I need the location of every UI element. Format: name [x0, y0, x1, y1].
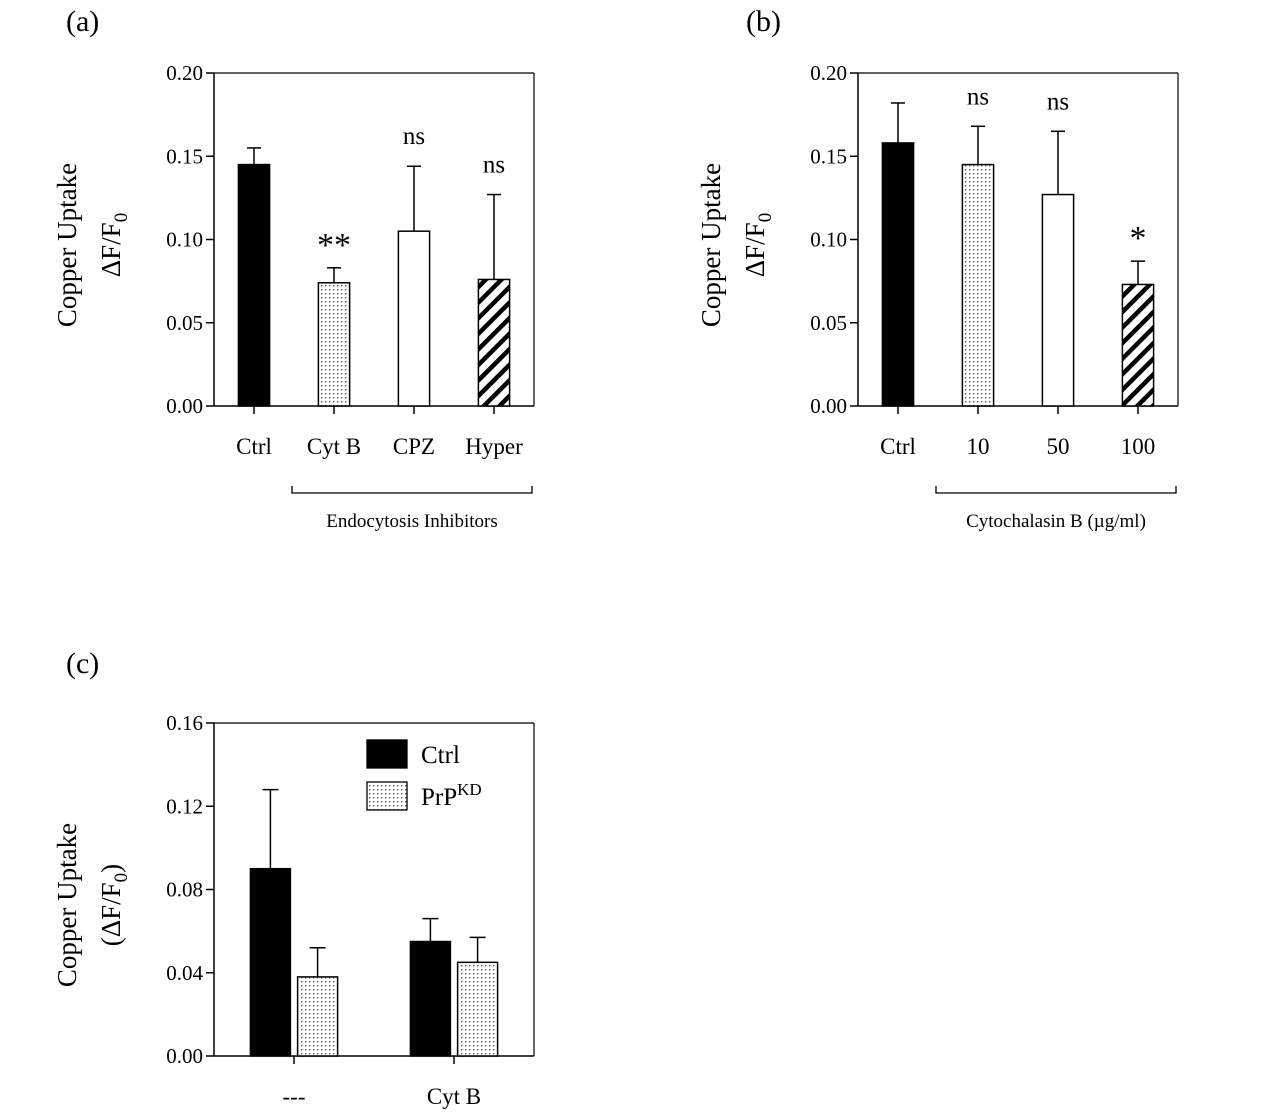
panel-b-ylabel: Copper Uptake ΔF/F0	[696, 163, 776, 327]
panel-a-significance-label: ns	[483, 152, 505, 179]
panel-c-bar	[296, 976, 339, 1057]
panel-a-category-label: Cyt B	[307, 434, 361, 459]
panel-a-y-tick-label: 0.00	[166, 394, 203, 418]
panel-a-category-label: Ctrl	[236, 434, 272, 459]
panel-c-y-tick-label: 0.12	[166, 794, 203, 818]
panel-b-y-tick-label: 0.15	[810, 144, 847, 168]
panel-a-bracket-label: Endocytosis Inhibitors	[326, 511, 498, 532]
panel-a-category-label: CPZ	[393, 434, 435, 459]
panel-b-significance-label: ns	[1047, 88, 1069, 115]
panel-c-legend-swatch	[366, 739, 408, 769]
panel-b-bracket	[935, 486, 1177, 494]
panel-c-y-tick-label: 0.04	[166, 961, 203, 985]
panel-a-ylabel: Copper Uptake ΔF/F0	[52, 163, 132, 327]
panel-a-y-tick-label: 0.20	[166, 61, 203, 85]
panel-b-category-label: 50	[1047, 434, 1070, 459]
panel-a-label: (a)	[66, 5, 99, 38]
panel-b-bar	[1041, 193, 1075, 407]
panel-c-category-label: Cyt B	[427, 1084, 481, 1109]
panel-b-bracket-label: Cytochalasin B (µg/ml)	[966, 511, 1146, 532]
panel-a-bracket	[291, 486, 533, 494]
panel-c-y-tick-label: 0.16	[166, 711, 203, 735]
panel-b-y-tick-label: 0.20	[810, 61, 847, 85]
panel-c-plot: 0.00 0.04 0.08 0.12 0.16 --- Cyt B Ctrl PrPKD	[166, 711, 535, 1109]
panel-b-category-label: 10	[967, 434, 990, 459]
panel-c-ylabel-line2: (ΔF/F0)	[96, 864, 132, 946]
panel-c-ylabel-line1: Copper Uptake	[52, 823, 82, 987]
panel-a-significance-label: **	[317, 227, 351, 264]
panel-b-category-label: 100	[1121, 434, 1156, 459]
panel-a-y-tick-label: 0.10	[166, 228, 203, 252]
panel-c-label: (c)	[66, 647, 99, 680]
panel-a-bar	[477, 278, 511, 407]
panel-c-ylabel: Copper Uptake (ΔF/F0)	[52, 823, 132, 987]
panel-a-y-tick-label: 0.05	[166, 311, 203, 335]
panel-a-bar	[237, 163, 271, 407]
panel-a-plot: 0.00 0.05 0.10 0.15 0.20 Ctrl Cyt B ** CPZ ns Hype…	[166, 61, 535, 532]
panel-b-plot: 0.00 0.05 0.10 0.15 0.20 Ctrl 10 ns 50 ns 100 * Cyto…	[810, 61, 1179, 532]
panel-b-category-label: Ctrl	[880, 434, 916, 459]
panel-a-bar	[397, 230, 431, 407]
panel-c-legend-label-sup: KD	[457, 780, 482, 799]
panel-c-legend-label: PrPKD	[421, 780, 482, 811]
panel-b-label: (b)	[746, 5, 781, 38]
panel-b-y-tick-label: 0.00	[810, 394, 847, 418]
panel-a-ylabel-line1: Copper Uptake	[52, 163, 82, 327]
panel-a-y-tick-label: 0.15	[166, 144, 203, 168]
panel-c-legend-swatch	[366, 781, 408, 811]
panel-a: (a) Copper Uptake ΔF/F0 0.00 0.05 0.10 0.15…	[52, 5, 535, 532]
panel-a-bar	[317, 282, 351, 407]
panel-b-bar	[961, 163, 995, 407]
panel-b-y-tick-label: 0.05	[810, 311, 847, 335]
panel-a-significance-label: ns	[403, 123, 425, 150]
panel-c-bar	[249, 867, 292, 1057]
panel-b-significance-label: ns	[967, 83, 989, 110]
panel-c-bar	[409, 940, 452, 1057]
panel-b-bar	[1121, 283, 1155, 407]
panel-c: (c) Copper Uptake (ΔF/F0) 0.000.040.080.…	[52, 647, 535, 1109]
panel-c-y-tick-label: 0.00	[166, 1044, 203, 1068]
panel-b-ylabel-line2: ΔF/F0	[740, 213, 776, 277]
panel-b-y-tick-label: 0.10	[810, 228, 847, 252]
panel-c-category-label: ---	[283, 1084, 306, 1109]
panel-a-category-label: Hyper	[465, 434, 523, 459]
panel-b-ylabel-line1: Copper Uptake	[696, 163, 726, 327]
panel-b-significance-label: *	[1130, 220, 1147, 257]
panel-a-ylabel-line2: ΔF/F0	[96, 213, 132, 277]
panel-b: (b) Copper Uptake ΔF/F0 0.00 0.05 0.10 0.15…	[696, 5, 1179, 532]
panel-b-bar	[881, 142, 915, 407]
panel-c-bar	[456, 961, 499, 1057]
panel-c-legend-label: Ctrl	[421, 742, 460, 769]
panel-c-y-tick-label: 0.08	[166, 878, 203, 902]
